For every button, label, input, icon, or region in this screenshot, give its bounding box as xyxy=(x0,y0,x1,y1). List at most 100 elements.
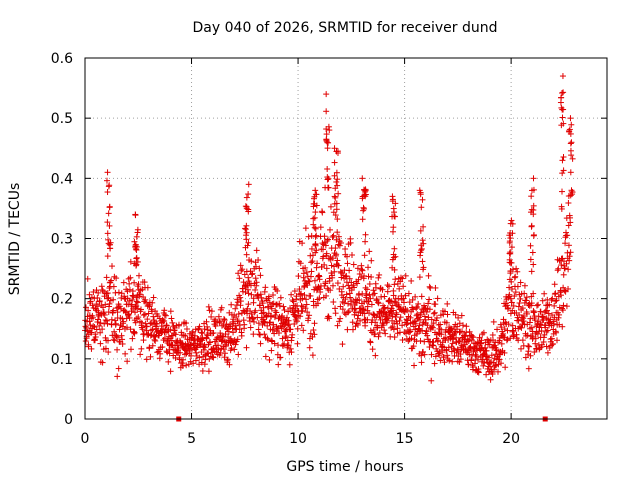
data-point xyxy=(258,341,264,347)
data-point xyxy=(105,189,111,195)
data-point xyxy=(376,272,382,278)
data-point xyxy=(114,347,120,353)
data-point xyxy=(117,326,123,332)
data-point xyxy=(176,322,182,328)
data-point xyxy=(504,328,510,334)
data-point xyxy=(568,148,574,154)
data-point xyxy=(249,271,255,277)
data-point xyxy=(306,234,312,240)
data-point xyxy=(257,272,263,278)
data-point xyxy=(567,115,573,121)
data-point xyxy=(332,305,338,311)
data-point xyxy=(344,327,350,333)
data-point xyxy=(287,362,293,368)
data-point xyxy=(570,156,576,162)
data-point xyxy=(312,215,318,221)
y-tick-label: 0.5 xyxy=(51,111,73,127)
data-point xyxy=(561,167,567,173)
y-axis-label: SRMTID / TECUs xyxy=(7,183,23,296)
data-point xyxy=(419,197,425,203)
data-point xyxy=(131,280,137,286)
data-point xyxy=(332,195,338,201)
data-point xyxy=(200,368,206,374)
data-point xyxy=(381,293,387,299)
data-point xyxy=(391,206,397,212)
data-point xyxy=(114,373,120,379)
y-tick-label: 0.1 xyxy=(51,352,73,368)
data-point xyxy=(507,250,513,256)
data-point xyxy=(342,246,348,252)
data-point xyxy=(128,259,134,265)
data-point xyxy=(385,282,391,288)
data-point xyxy=(541,291,547,297)
data-point xyxy=(98,320,104,326)
data-point xyxy=(161,307,167,313)
data-point xyxy=(388,325,394,331)
data-point xyxy=(432,361,438,367)
data-point xyxy=(152,337,158,343)
data-point xyxy=(135,229,141,235)
data-point xyxy=(345,260,351,266)
data-point xyxy=(367,281,373,287)
data-point xyxy=(252,308,258,314)
data-point xyxy=(168,308,174,314)
data-point xyxy=(324,265,330,271)
data-point xyxy=(109,317,115,323)
data-point xyxy=(241,317,247,323)
data-point xyxy=(382,331,388,337)
data-point xyxy=(239,333,245,339)
data-point xyxy=(560,89,566,95)
data-point xyxy=(559,170,565,176)
data-point xyxy=(165,359,171,365)
data-point xyxy=(552,281,558,287)
data-point xyxy=(130,293,136,299)
data-point xyxy=(92,337,98,343)
data-point xyxy=(524,294,530,300)
data-point xyxy=(552,290,558,296)
data-point xyxy=(245,301,251,307)
data-point xyxy=(107,245,113,251)
data-point xyxy=(311,320,317,326)
data-point xyxy=(106,285,112,291)
data-point xyxy=(242,225,248,231)
data-point xyxy=(346,267,352,273)
data-point xyxy=(314,265,320,271)
data-point xyxy=(244,345,250,351)
data-point xyxy=(408,278,414,284)
y-tick-label: 0.2 xyxy=(51,292,73,308)
data-point xyxy=(444,301,450,307)
data-point xyxy=(428,378,434,384)
data-point xyxy=(508,310,514,316)
data-point xyxy=(339,341,345,347)
data-point xyxy=(145,285,151,291)
data-point xyxy=(341,300,347,306)
data-point xyxy=(531,309,537,315)
data-point xyxy=(270,292,276,298)
data-point xyxy=(243,223,249,229)
data-point xyxy=(568,140,574,146)
data-point xyxy=(327,227,333,233)
data-point xyxy=(280,304,286,310)
data-point xyxy=(261,331,267,337)
data-point xyxy=(151,295,157,301)
data-point xyxy=(392,334,398,340)
data-point xyxy=(107,204,113,210)
data-point xyxy=(335,280,341,286)
data-point xyxy=(568,249,574,255)
data-point xyxy=(411,363,417,369)
data-point xyxy=(431,311,437,317)
data-point xyxy=(312,278,318,284)
data-point xyxy=(526,344,532,350)
data-point xyxy=(365,264,371,270)
data-point xyxy=(419,258,425,264)
data-point xyxy=(312,209,318,215)
data-point xyxy=(330,299,336,305)
data-point xyxy=(310,216,316,222)
data-point xyxy=(511,293,517,299)
data-point xyxy=(144,324,150,330)
data-point xyxy=(319,210,325,216)
data-point xyxy=(295,326,301,332)
grid-lines xyxy=(85,58,607,419)
data-point xyxy=(244,195,250,201)
data-point xyxy=(138,346,144,352)
